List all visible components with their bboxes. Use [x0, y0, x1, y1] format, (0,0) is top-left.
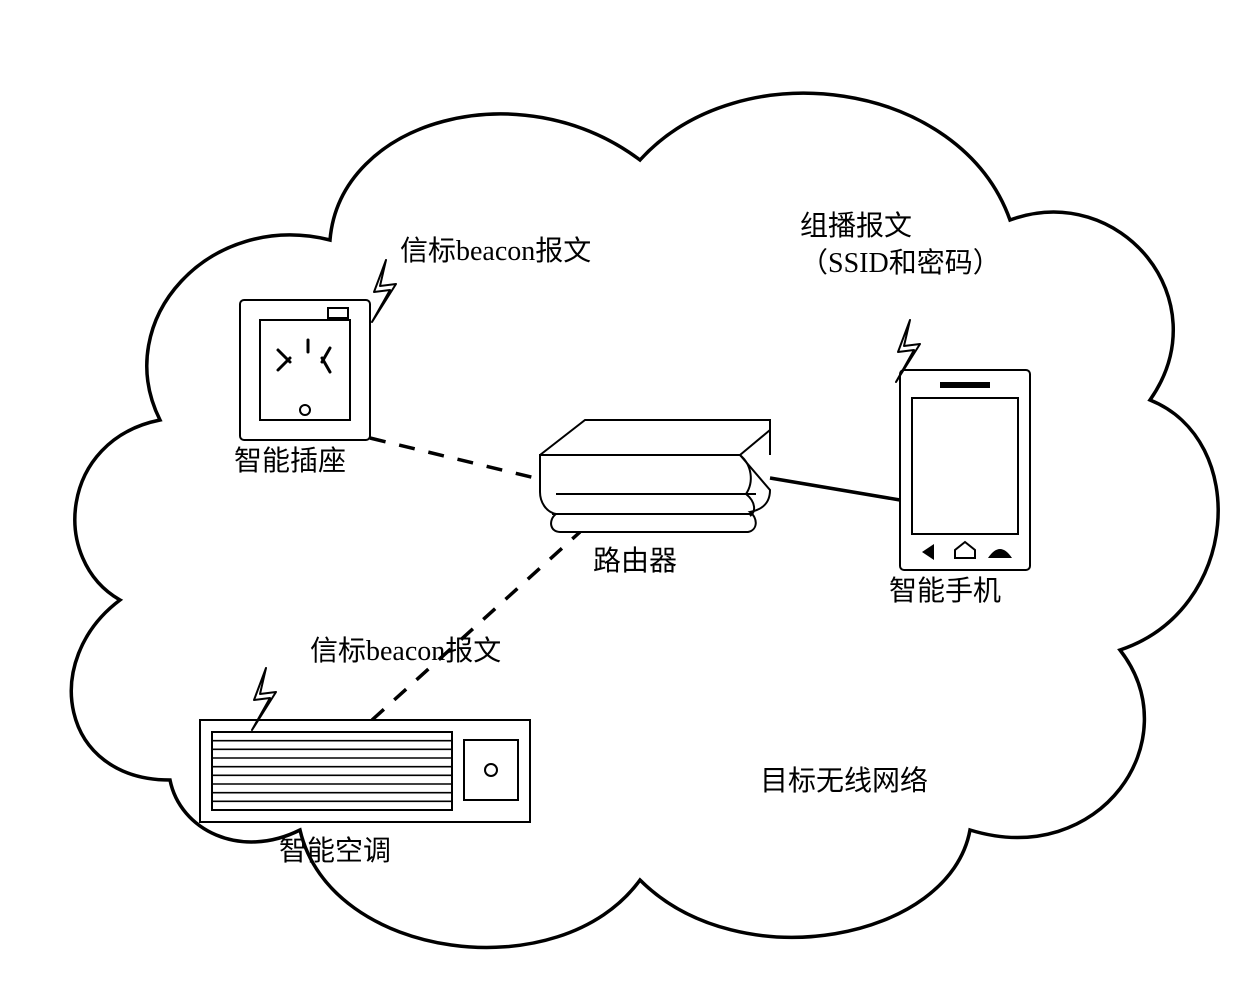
router-label: 路由器 — [593, 545, 677, 577]
smartphone-label: 智能手机 — [889, 575, 1001, 607]
beacon-annotation-1: 信标beacon报文 — [400, 235, 591, 267]
multicast-annotation-line2: （SSID和密码） — [800, 247, 1001, 279]
beacon-annotation-2: 信标beacon报文 — [310, 635, 501, 667]
smart-socket-label: 智能插座 — [234, 445, 346, 477]
multicast-annotation-line1: 组播报文 — [800, 210, 912, 242]
smart-socket-icon — [240, 300, 370, 440]
air-conditioner-label: 智能空调 — [279, 835, 391, 867]
target-network-label: 目标无线网络 — [760, 765, 928, 797]
network-diagram: 智能插座 路由器 智能手机 智能空调 信标beacon报文 信标beacon报文… — [0, 0, 1240, 1007]
router-icon — [540, 420, 770, 532]
air-conditioner-icon — [200, 720, 530, 822]
smartphone-icon — [900, 370, 1030, 570]
